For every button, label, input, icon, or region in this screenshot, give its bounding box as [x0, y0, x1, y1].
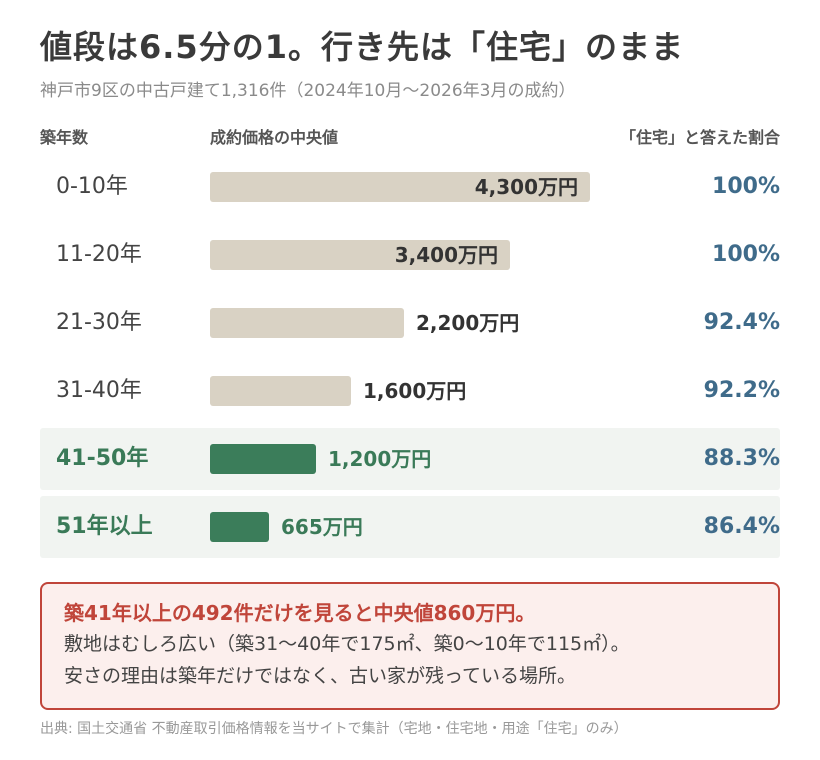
value-label: 665万円: [281, 515, 363, 539]
page-title: 値段は6.5分の1。行き先は「住宅」のまま: [40, 28, 684, 66]
ratio-label: 100%: [712, 174, 780, 199]
value-label: 4,300万円: [474, 175, 578, 199]
page-subtitle: 神戸市9区の中古戸建て1,316件（2024年10月〜2026年3月の成約）: [40, 81, 576, 101]
callout-headline: 築41年以上の492件だけを見ると中央値860万円。: [64, 601, 536, 625]
column-header-price: 成約価格の中央値: [210, 128, 339, 147]
price-bar: [210, 512, 269, 542]
price-bar: [210, 444, 316, 474]
ratio-label: 88.3%: [703, 446, 780, 471]
value-label: 2,200万円: [416, 311, 520, 335]
ratio-label: 92.2%: [703, 378, 780, 403]
chart-row: 51年以上 665万円 86.4%: [40, 496, 780, 558]
ratio-label: 92.4%: [703, 310, 780, 335]
chart-row: 31-40年 1,600万円 92.2%: [40, 360, 780, 422]
chart-row: 0-10年 4,300万円 100%: [40, 156, 780, 218]
callout-box: 築41年以上の492件だけを見ると中央値860万円。 敷地はむしろ広い（築31〜…: [40, 582, 780, 710]
chart-row: 11-20年 3,400万円 100%: [40, 224, 780, 286]
chart-row: 41-50年 1,200万円 88.3%: [40, 428, 780, 490]
category-label: 21-30年: [56, 310, 142, 335]
chart-row: 21-30年 2,200万円 92.4%: [40, 292, 780, 354]
ratio-label: 86.4%: [703, 514, 780, 539]
value-label: 3,400万円: [394, 243, 498, 267]
category-label: 11-20年: [56, 242, 142, 267]
category-label: 0-10年: [56, 174, 128, 199]
price-bar: [210, 172, 590, 202]
price-bar: [210, 376, 351, 406]
value-label: 1,200万円: [328, 447, 432, 471]
price-bar: [210, 308, 404, 338]
source-note: 出典: 国土交通省 不動産取引価格情報を当サイトで集計（宅地・住宅地・用途「住宅…: [40, 721, 628, 737]
column-header-ratio: 「住宅」と答えた割合: [619, 128, 780, 147]
category-label: 41-50年: [56, 446, 149, 471]
price-bar: [210, 240, 510, 270]
ratio-label: 100%: [712, 242, 780, 267]
column-header-age: 築年数: [40, 128, 89, 147]
callout-line-2: 安さの理由は築年だけではなく、古い家が残っている場所。: [64, 665, 577, 687]
value-label: 1,600万円: [363, 379, 467, 403]
category-label: 31-40年: [56, 378, 142, 403]
category-label: 51年以上: [56, 514, 153, 539]
callout-line-1: 敷地はむしろ広い（築31〜40年で175㎡、築0〜10年で115㎡）。: [64, 633, 630, 655]
